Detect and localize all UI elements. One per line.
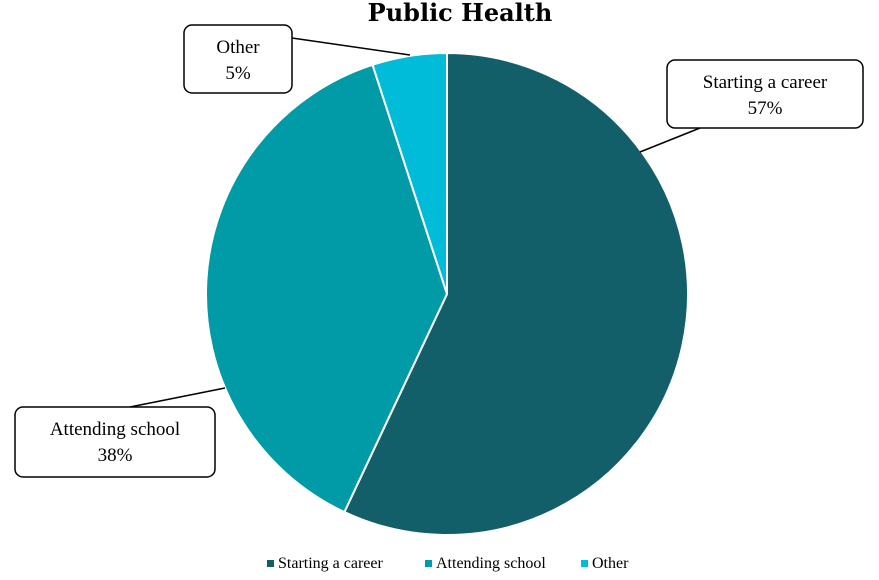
- chart-title: Public Health: [368, 0, 553, 27]
- legend-item-other: Other: [581, 555, 629, 572]
- data-label-starting-a-career: Starting a career 57%: [639, 59, 864, 153]
- label-category: Attending school: [50, 419, 180, 440]
- legend-label: Other: [592, 555, 629, 572]
- label-value: 38%: [98, 445, 133, 466]
- pie-slice-other: [371, 51, 448, 295]
- callout-box: [666, 59, 864, 129]
- data-label-attending-school: Attending school 38%: [14, 387, 226, 478]
- legend-swatch: [425, 560, 432, 567]
- legend-label: Attending school: [436, 555, 546, 572]
- leader-line: [129, 387, 226, 408]
- leader-line: [291, 37, 411, 56]
- label-category: Other: [216, 37, 260, 58]
- pie-slice-starting-a-career: [343, 51, 689, 536]
- callout-box: [14, 406, 216, 478]
- legend-item-starting-a-career: Starting a career: [267, 555, 384, 572]
- pie-slice-attending-school: [205, 63, 449, 514]
- callout-box: [183, 24, 293, 94]
- legend-swatch: [267, 560, 274, 567]
- legend-item-attending-school: Attending school: [425, 555, 546, 572]
- data-label-other: Other 5%: [183, 24, 411, 94]
- label-value: 57%: [748, 98, 783, 119]
- label-category: Starting a career: [703, 72, 828, 93]
- leader-line: [639, 127, 701, 153]
- legend-swatch: [581, 560, 588, 567]
- label-value: 5%: [225, 63, 251, 84]
- legend-label: Starting a career: [278, 555, 384, 572]
